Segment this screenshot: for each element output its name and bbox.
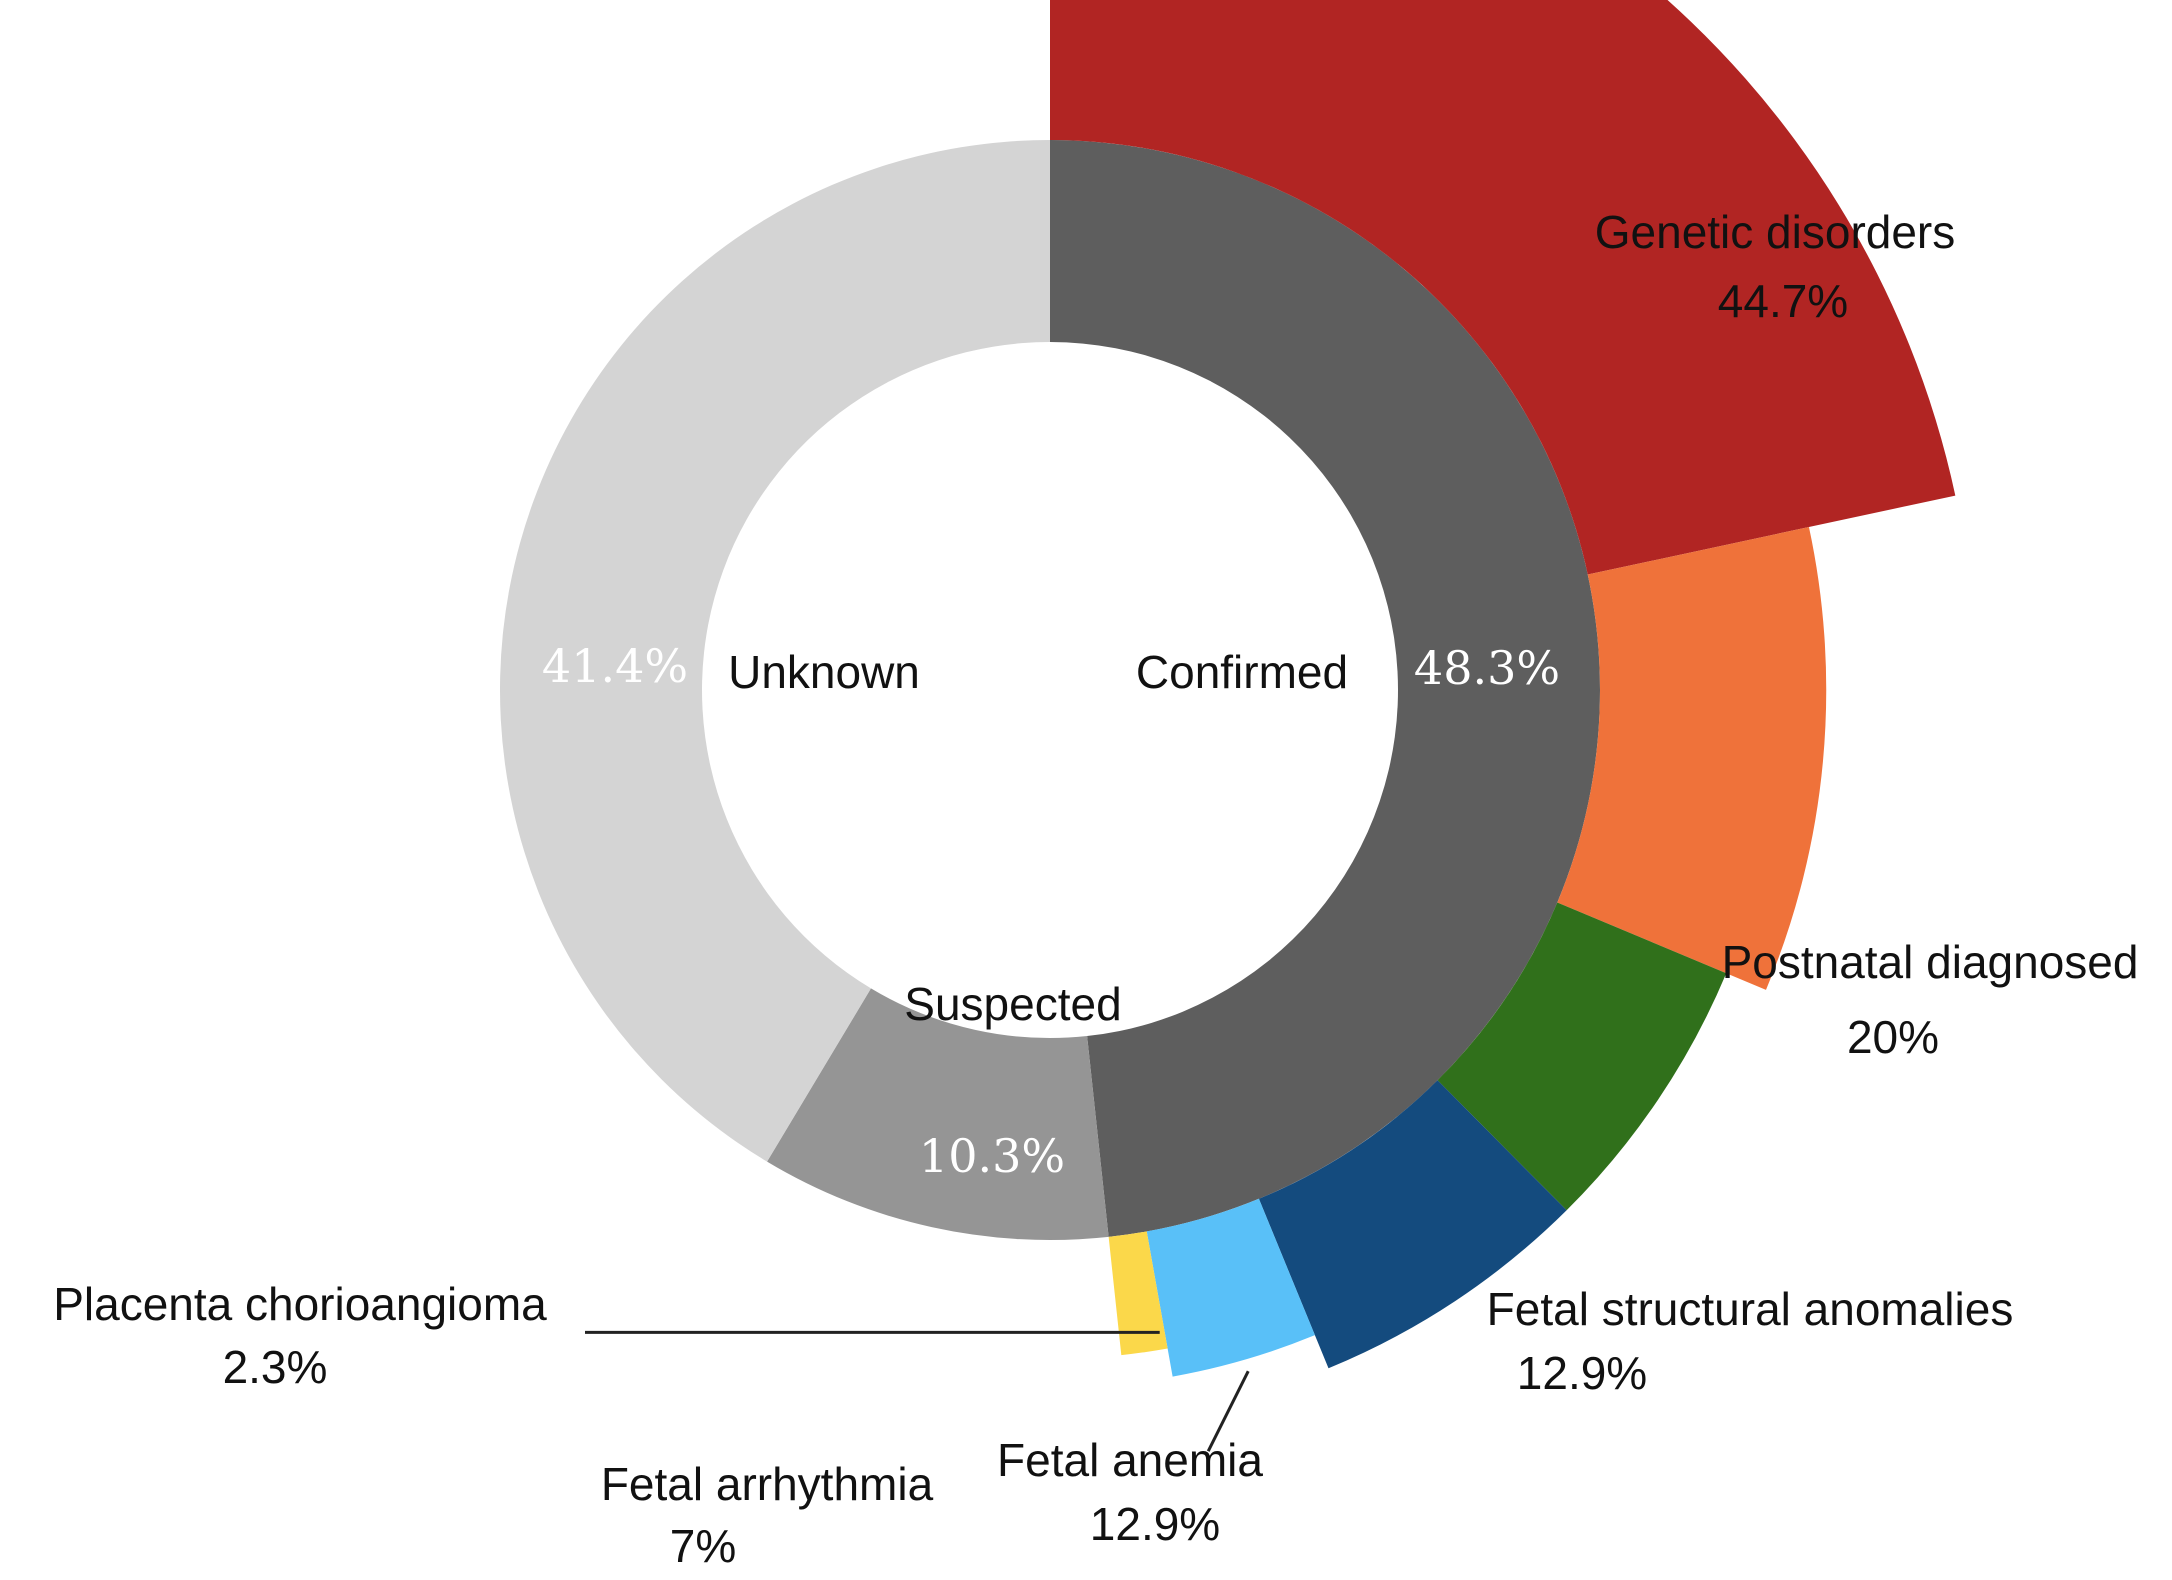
outer-label-genetic-disorders: Genetic disorders <box>1595 206 1956 258</box>
outer-value-postnatal-diagnosed: 20% <box>1847 1011 1939 1063</box>
outer-slice-fetal-arrhythmia <box>1146 1198 1315 1377</box>
inner-slice-unknown <box>500 140 1050 1162</box>
outer-value-fetal-arrhythmia: 7% <box>670 1520 736 1572</box>
inner-slice-suspected <box>767 988 1109 1240</box>
inner-value-suspected: 10.3% <box>919 1129 1065 1183</box>
outer-slice-placenta-chorioangioma <box>1108 1231 1168 1356</box>
inner-label-confirmed: Confirmed <box>1136 646 1348 698</box>
outer-slice-postnatal-diagnosed <box>1557 527 1827 990</box>
outer-label-fetal-structural-anomalies: Fetal structural anomalies <box>1487 1283 2014 1335</box>
outer-value-placenta-chorioangioma: 2.3% <box>223 1341 328 1393</box>
outer-value-fetal-structural-anomalies: 12.9% <box>1517 1347 1647 1399</box>
outer-label-fetal-anemia: Fetal anemia <box>997 1434 1263 1486</box>
leader-line-fetal-arrhythmia <box>1206 1370 1250 1452</box>
outer-slice-fetal-anemia <box>1258 1080 1567 1369</box>
inner-label-suspected: Suspected <box>904 978 1121 1030</box>
outer-slice-genetic-disorders <box>1050 0 1956 575</box>
leader-lines <box>585 1330 1250 1452</box>
inner-slice-confirmed <box>1050 140 1601 1237</box>
outer-label-postnatal-diagnosed: Postnatal diagnosed <box>1722 936 2139 988</box>
outer-value-genetic-disorders: 44.7% <box>1718 275 1848 327</box>
outer-value-fetal-anemia: 12.9% <box>1090 1498 1220 1550</box>
outer-label-placenta-chorioangioma: Placenta chorioangioma <box>53 1278 547 1330</box>
inner-value-unknown: 41.4% <box>542 639 688 693</box>
slices-layer <box>500 0 1956 1377</box>
inner-value-confirmed: 48.3% <box>1414 641 1560 695</box>
outer-slice-fetal-structural-anomalies <box>1437 902 1727 1211</box>
outer-label-fetal-arrhythmia: Fetal arrhythmia <box>601 1458 934 1510</box>
inner-label-unknown: Unknown <box>728 646 920 698</box>
